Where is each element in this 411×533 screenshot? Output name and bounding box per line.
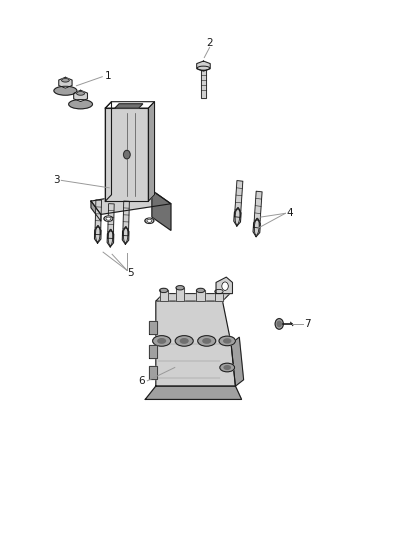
Ellipse shape (96, 225, 100, 242)
Text: 2: 2 (206, 38, 213, 48)
Ellipse shape (224, 366, 230, 369)
Ellipse shape (219, 336, 236, 346)
Circle shape (222, 282, 229, 290)
Ellipse shape (215, 289, 223, 294)
Ellipse shape (203, 338, 210, 343)
Polygon shape (196, 290, 205, 301)
Polygon shape (156, 294, 230, 301)
Ellipse shape (224, 339, 231, 343)
Circle shape (124, 150, 130, 159)
Ellipse shape (106, 217, 111, 220)
Text: 7: 7 (305, 319, 311, 329)
Ellipse shape (76, 92, 85, 95)
Polygon shape (235, 181, 243, 217)
Polygon shape (234, 208, 241, 226)
Polygon shape (145, 386, 242, 399)
Text: 1: 1 (105, 71, 111, 81)
Ellipse shape (176, 286, 184, 290)
Polygon shape (148, 102, 155, 201)
Ellipse shape (198, 336, 216, 346)
Polygon shape (201, 70, 206, 98)
Polygon shape (105, 102, 111, 201)
Ellipse shape (235, 207, 240, 224)
Polygon shape (122, 227, 129, 244)
Polygon shape (74, 90, 88, 102)
Ellipse shape (104, 216, 113, 221)
Polygon shape (254, 191, 262, 228)
Ellipse shape (152, 336, 171, 346)
Polygon shape (231, 337, 244, 386)
Ellipse shape (108, 229, 113, 246)
Polygon shape (152, 190, 171, 230)
Text: 4: 4 (286, 208, 293, 218)
Text: 3: 3 (53, 175, 59, 185)
Polygon shape (105, 108, 148, 201)
Polygon shape (149, 367, 157, 379)
Polygon shape (95, 226, 101, 243)
Ellipse shape (180, 338, 188, 343)
Polygon shape (115, 104, 143, 108)
Polygon shape (176, 288, 184, 301)
Polygon shape (95, 200, 102, 235)
Text: 6: 6 (139, 376, 145, 386)
Ellipse shape (159, 288, 168, 293)
Ellipse shape (69, 100, 92, 109)
Polygon shape (91, 201, 101, 221)
Polygon shape (216, 277, 233, 294)
Text: 5: 5 (127, 269, 134, 278)
Polygon shape (159, 290, 168, 301)
Polygon shape (253, 219, 260, 237)
Polygon shape (156, 301, 236, 386)
Ellipse shape (145, 218, 154, 223)
Ellipse shape (197, 66, 210, 70)
Polygon shape (59, 77, 72, 88)
Ellipse shape (175, 336, 193, 346)
Polygon shape (91, 190, 171, 214)
Polygon shape (215, 292, 223, 301)
Ellipse shape (147, 219, 152, 222)
Ellipse shape (196, 288, 205, 293)
Circle shape (275, 319, 283, 329)
Circle shape (277, 321, 281, 327)
Ellipse shape (158, 338, 166, 343)
Polygon shape (197, 61, 210, 71)
Ellipse shape (254, 218, 259, 235)
Polygon shape (149, 345, 157, 358)
Ellipse shape (54, 86, 77, 95)
Polygon shape (123, 201, 129, 236)
Ellipse shape (123, 227, 128, 243)
Polygon shape (108, 204, 114, 238)
Polygon shape (105, 102, 155, 108)
Polygon shape (107, 230, 114, 247)
Ellipse shape (62, 78, 69, 82)
Polygon shape (149, 321, 157, 334)
Ellipse shape (220, 363, 235, 372)
